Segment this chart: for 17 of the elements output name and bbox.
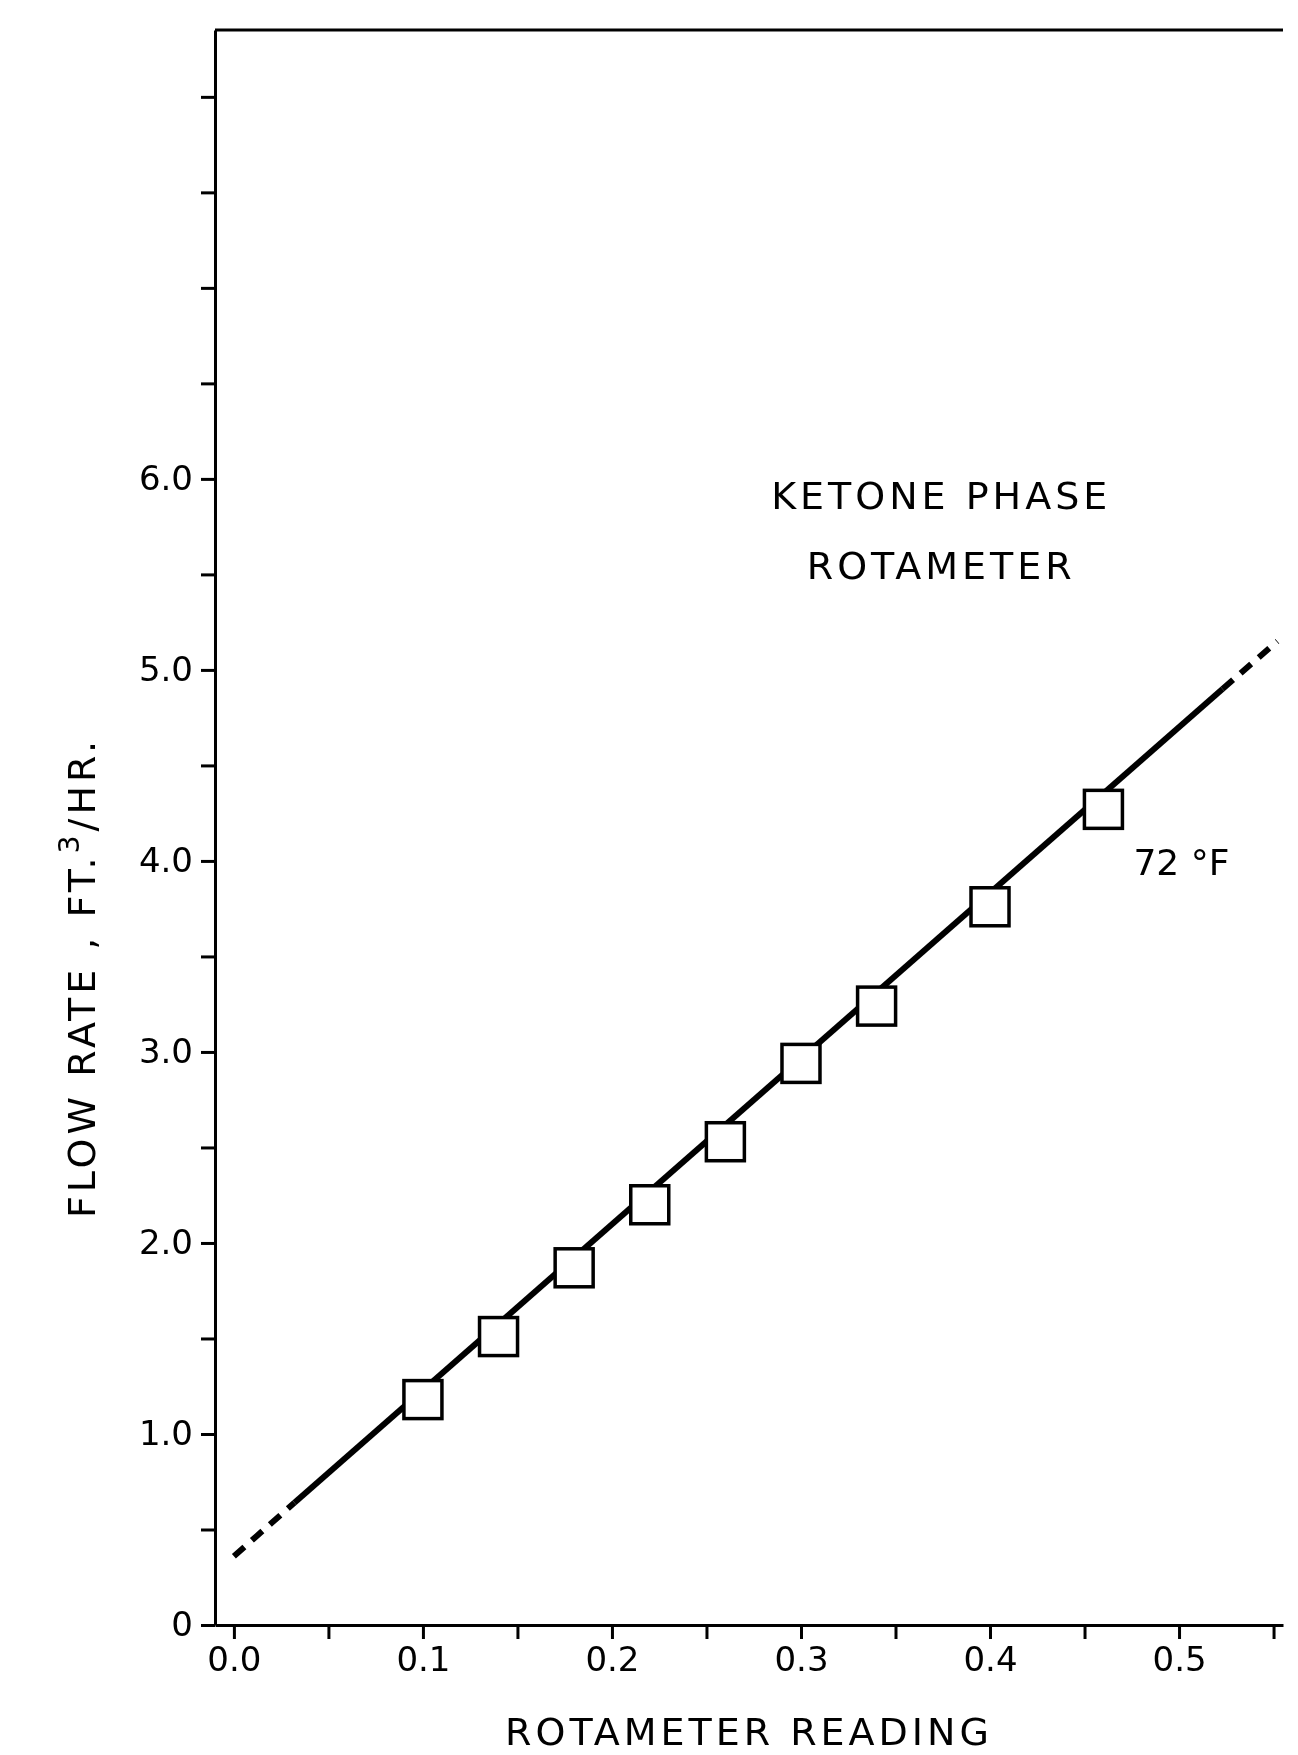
annotation: KETONE PHASE	[771, 473, 1112, 518]
y-tick-label: 5.0	[138, 649, 193, 690]
y-tick-label: 0	[171, 1604, 193, 1645]
annotation: ROTAMETER	[806, 543, 1076, 588]
x-tick-label: 0.4	[963, 1639, 1018, 1680]
annotation: 72 °F	[1133, 842, 1230, 884]
x-tick-label: 0.5	[1152, 1639, 1207, 1680]
y-tick-label: 4.0	[138, 840, 193, 881]
x-tick-label: 0.2	[585, 1639, 640, 1680]
x-axis-title: ROTAMETER READING	[505, 1710, 993, 1754]
y-tick-label: 2.0	[138, 1222, 193, 1263]
y-tick-label: 3.0	[138, 1031, 193, 1072]
x-tick-label: 0.0	[207, 1639, 262, 1680]
x-tick-label: 0.1	[396, 1639, 451, 1680]
y-tick-label: 1.0	[138, 1413, 193, 1454]
y-tick-label: 6.0	[138, 458, 193, 499]
x-tick-label: 0.3	[774, 1639, 829, 1680]
